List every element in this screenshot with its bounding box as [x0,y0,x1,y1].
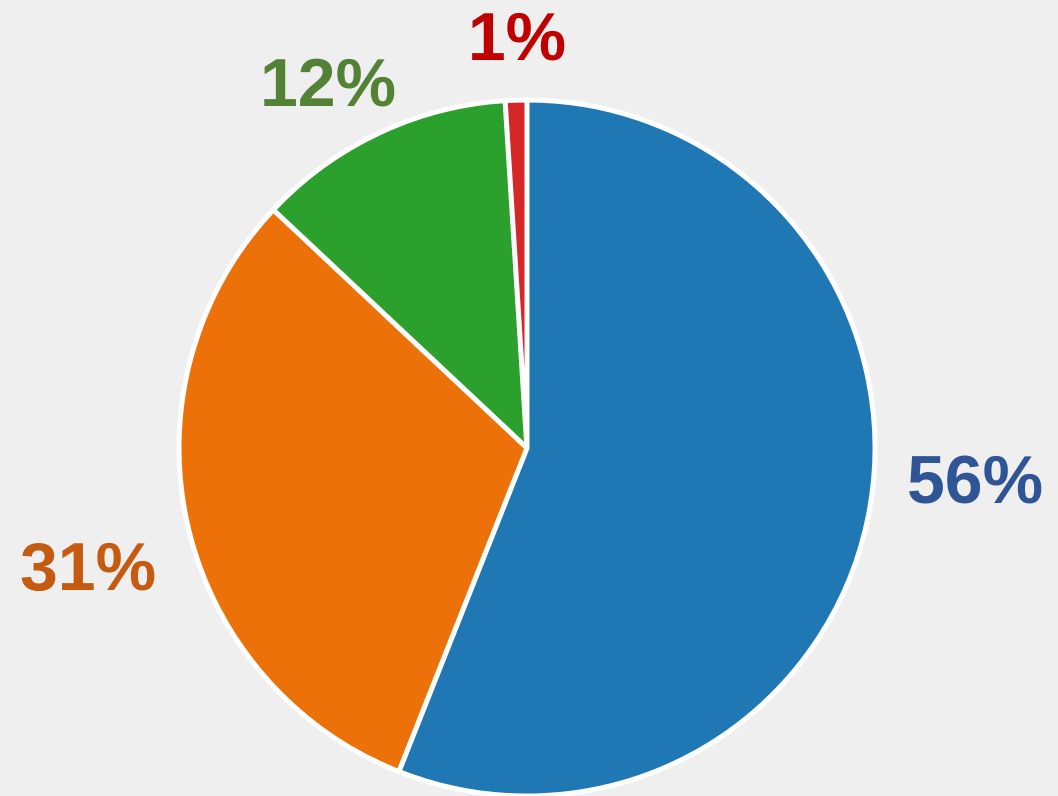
data-label: 12% [260,45,396,121]
data-label: 56% [907,442,1043,518]
chart: 56% 31% 12% 1% [0,0,1058,796]
data-label: 31% [20,529,156,605]
data-label: 1% [468,0,566,75]
page: 56%31%12%1% (() => { const data = JSON.p… [0,0,1058,796]
